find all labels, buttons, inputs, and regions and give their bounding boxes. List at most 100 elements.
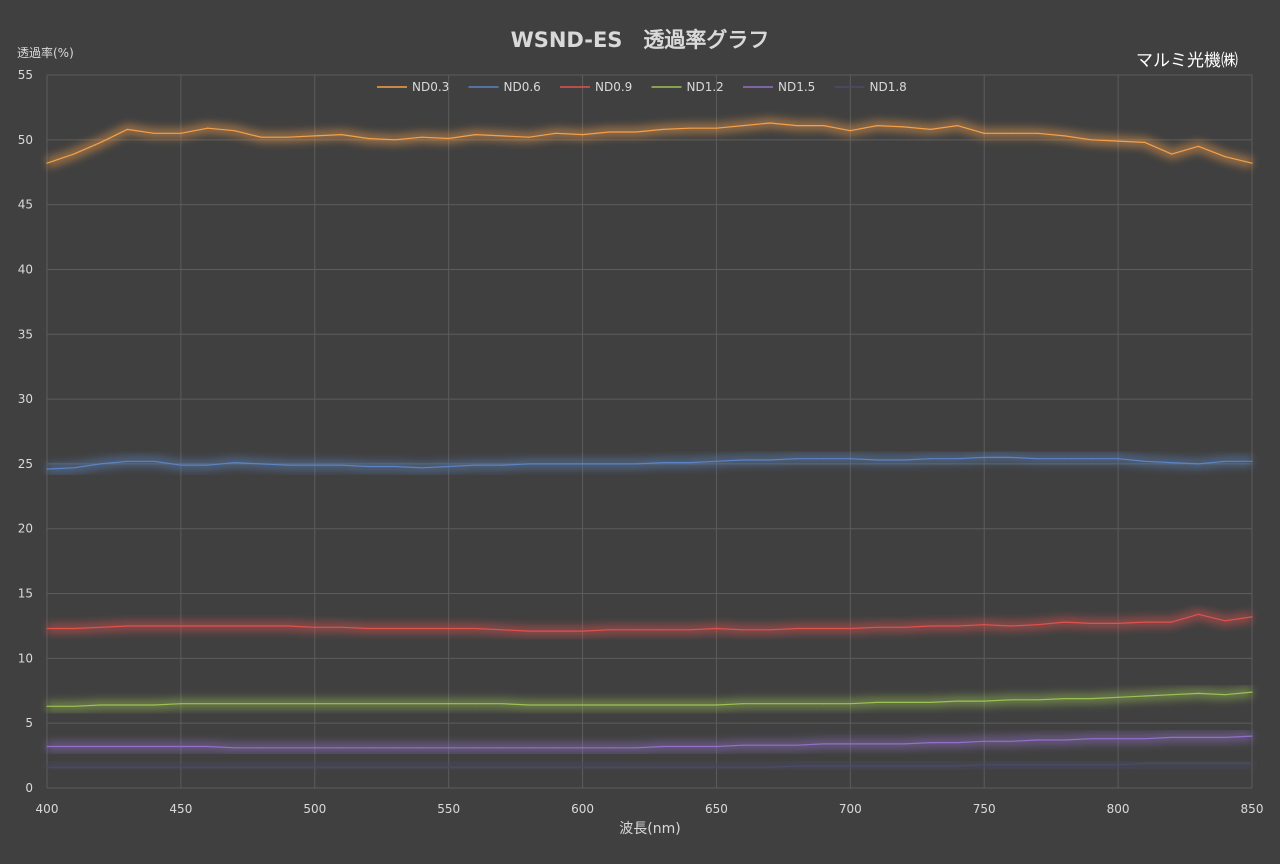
legend-label: ND1.2 bbox=[687, 80, 724, 94]
data-point bbox=[1117, 764, 1119, 766]
data-point bbox=[126, 128, 128, 131]
data-point bbox=[662, 462, 664, 464]
data-point bbox=[1090, 764, 1092, 766]
data-point bbox=[555, 704, 557, 706]
data-point bbox=[983, 700, 985, 702]
series-line-nd03 bbox=[46, 122, 1253, 164]
data-point bbox=[742, 629, 744, 631]
data-point bbox=[1063, 697, 1066, 700]
data-point bbox=[1224, 620, 1226, 622]
series-line-nd12 bbox=[47, 691, 1253, 707]
y-tick-label: 0 bbox=[25, 781, 33, 795]
data-point bbox=[46, 468, 48, 470]
data-point bbox=[1224, 156, 1226, 158]
data-point bbox=[1171, 736, 1173, 739]
y-tick-label: 50 bbox=[18, 133, 33, 147]
data-point bbox=[1010, 740, 1012, 742]
data-point bbox=[581, 747, 584, 749]
data-point bbox=[99, 626, 102, 628]
data-point bbox=[394, 766, 396, 768]
data-point bbox=[153, 460, 155, 462]
data-point bbox=[822, 458, 825, 460]
y-tick-label: 45 bbox=[18, 198, 33, 212]
data-point bbox=[1090, 697, 1092, 700]
data-point bbox=[367, 766, 369, 768]
data-point bbox=[876, 743, 878, 745]
data-point bbox=[715, 627, 718, 630]
data-point bbox=[796, 744, 798, 746]
data-point bbox=[1224, 736, 1226, 739]
data-point bbox=[314, 626, 316, 628]
x-tick-label: 600 bbox=[571, 802, 594, 816]
series-line-nd09 bbox=[47, 613, 1253, 632]
data-point bbox=[501, 703, 503, 705]
data-point bbox=[367, 747, 369, 749]
data-point bbox=[260, 463, 262, 465]
data-point bbox=[983, 624, 985, 626]
y-tick-label: 20 bbox=[18, 522, 33, 536]
data-point bbox=[233, 766, 236, 768]
data-point bbox=[742, 703, 744, 705]
data-point bbox=[1144, 460, 1146, 462]
data-point bbox=[1010, 132, 1012, 134]
data-point bbox=[501, 747, 503, 749]
data-point bbox=[448, 465, 450, 468]
data-point bbox=[876, 459, 878, 461]
series-line-nd06 bbox=[46, 456, 1252, 470]
data-point bbox=[501, 766, 503, 768]
legend: ND0.3 ND0.6 ND0.9 ND1.2 ND1.5 ND1.8 bbox=[377, 80, 907, 94]
data-point bbox=[822, 743, 825, 745]
data-point bbox=[1251, 691, 1253, 693]
data-point bbox=[769, 629, 771, 631]
data-point bbox=[1117, 458, 1119, 460]
data-point bbox=[260, 136, 262, 138]
data-point bbox=[474, 464, 477, 466]
data-point bbox=[662, 766, 664, 768]
data-point bbox=[1171, 621, 1173, 623]
data-point bbox=[233, 747, 236, 749]
data-point bbox=[581, 463, 584, 465]
data-point bbox=[1171, 462, 1173, 464]
data-point bbox=[662, 704, 664, 706]
data-point bbox=[581, 630, 584, 632]
data-point bbox=[46, 745, 48, 748]
data-point bbox=[474, 766, 477, 768]
data-point bbox=[340, 134, 343, 136]
data-point bbox=[608, 747, 610, 749]
data-point bbox=[1251, 735, 1253, 737]
data-point bbox=[555, 766, 557, 768]
data-point bbox=[99, 745, 102, 748]
data-point bbox=[153, 766, 155, 768]
brand-label: マルミ光機㈱ bbox=[1136, 51, 1238, 71]
data-point bbox=[421, 703, 423, 705]
data-point bbox=[528, 704, 530, 706]
data-point bbox=[180, 703, 182, 705]
data-point bbox=[956, 124, 959, 127]
data-point bbox=[742, 459, 744, 461]
data-point bbox=[903, 626, 905, 628]
data-point bbox=[1063, 764, 1066, 766]
data-point bbox=[555, 630, 557, 632]
data-point bbox=[635, 747, 637, 749]
data-point bbox=[73, 467, 75, 469]
data-point bbox=[715, 766, 718, 768]
data-point bbox=[983, 740, 985, 742]
data-point bbox=[796, 765, 798, 767]
data-point bbox=[448, 627, 450, 630]
data-point bbox=[207, 625, 209, 627]
data-point bbox=[99, 766, 102, 768]
data-point bbox=[207, 464, 209, 466]
data-point bbox=[474, 627, 477, 630]
data-point bbox=[46, 162, 48, 164]
data-point bbox=[1117, 622, 1119, 624]
y-tick-label: 30 bbox=[18, 392, 33, 406]
legend-label: ND0.9 bbox=[595, 80, 632, 94]
data-point bbox=[394, 747, 396, 749]
data-point bbox=[260, 703, 262, 705]
data-point bbox=[180, 464, 182, 466]
data-point bbox=[555, 132, 557, 134]
data-point bbox=[769, 122, 771, 124]
legend-label: ND0.6 bbox=[504, 80, 541, 94]
data-point bbox=[742, 766, 744, 768]
